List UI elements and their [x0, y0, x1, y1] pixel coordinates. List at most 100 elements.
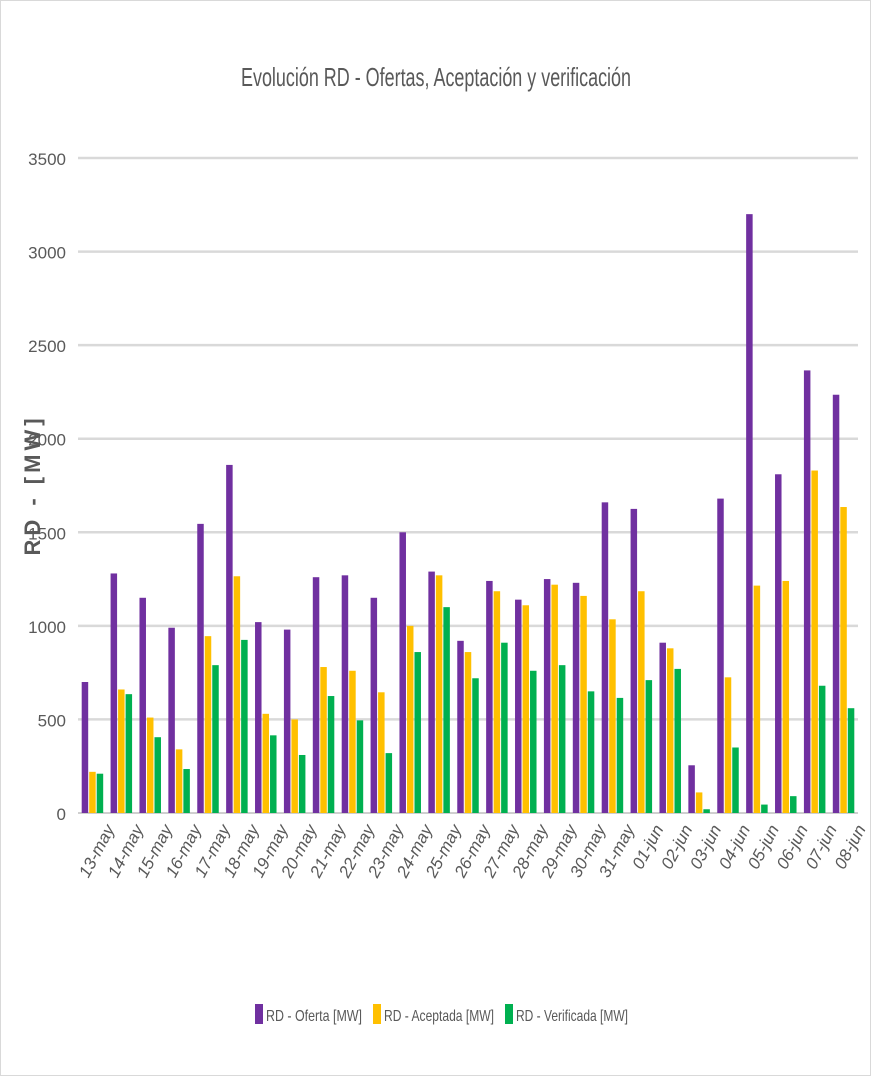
- bar: [522, 605, 530, 813]
- bar: [435, 575, 443, 813]
- bar: [118, 689, 125, 813]
- bar: [312, 577, 320, 813]
- bar: [291, 719, 298, 813]
- bar: [154, 737, 161, 813]
- bar: [847, 708, 855, 813]
- bar: [175, 749, 183, 813]
- y-tick-label: 500: [38, 711, 66, 730]
- bar: [732, 747, 739, 813]
- bar: [616, 697, 624, 813]
- bar: [638, 591, 645, 813]
- bar: [580, 595, 587, 813]
- bar: [609, 619, 616, 813]
- y-axis-label: RD - [MW]: [20, 414, 45, 555]
- chart-title: Evolución RD - Ofertas, Aceptación y ver…: [241, 62, 631, 92]
- legend-swatch: [373, 1004, 381, 1024]
- bar: [645, 680, 653, 813]
- bar: [168, 627, 175, 813]
- bar: [818, 685, 826, 813]
- bar: [327, 696, 335, 813]
- y-tick-label: 3500: [28, 150, 66, 169]
- bar: [746, 214, 753, 814]
- bar: [832, 394, 840, 813]
- bar: [572, 582, 580, 813]
- bar: [703, 809, 710, 813]
- bar: [601, 502, 609, 813]
- bar: [146, 717, 154, 813]
- bar: [464, 652, 472, 813]
- bar: [283, 629, 291, 813]
- y-tick-label: 2500: [28, 337, 66, 356]
- bar: [414, 652, 421, 813]
- bar: [125, 694, 133, 813]
- bar: [543, 579, 551, 813]
- bar: [204, 636, 212, 813]
- legend-label: RD - Oferta [MW]: [266, 1008, 362, 1025]
- bar: [378, 692, 385, 813]
- bar: [486, 580, 493, 813]
- bar: [197, 523, 204, 813]
- bar: [659, 642, 666, 813]
- bar: [782, 580, 790, 813]
- bar: [761, 804, 768, 813]
- bar: [558, 665, 566, 813]
- bar: [688, 765, 695, 813]
- bar: [320, 667, 327, 813]
- legend-label: RD - Aceptada [MW]: [384, 1008, 494, 1025]
- bar: [443, 607, 450, 813]
- bar: [472, 678, 479, 813]
- bar: [399, 532, 406, 813]
- bar: [349, 670, 356, 813]
- bar: [674, 668, 681, 813]
- bar: [233, 576, 241, 813]
- bar: [226, 464, 233, 813]
- y-tick-label: 1000: [28, 618, 66, 637]
- bar: [775, 474, 782, 813]
- bar: [666, 648, 674, 813]
- bar: [587, 691, 595, 813]
- bar: [457, 640, 464, 813]
- bar: [630, 508, 638, 813]
- bar: [717, 498, 724, 813]
- bar: [530, 670, 537, 813]
- legend-swatch: [255, 1004, 263, 1024]
- bar: [96, 773, 104, 813]
- bar: [724, 677, 732, 813]
- legend: RD - Oferta [MW] RD - Aceptada [MW] RD - V…: [255, 1004, 628, 1025]
- bar: [811, 470, 818, 813]
- bar: [385, 753, 393, 813]
- bar: [81, 682, 89, 813]
- bar: [139, 597, 146, 813]
- y-tick-label: 0: [57, 805, 66, 824]
- bar: [356, 720, 364, 813]
- bar: [183, 769, 190, 813]
- bars: [81, 214, 855, 814]
- legend-swatch: [505, 1004, 513, 1024]
- bar: [89, 771, 96, 813]
- bar: [515, 599, 522, 813]
- bar: [298, 754, 306, 813]
- bar: [695, 792, 703, 813]
- legend-label: RD - Verificada [MW]: [516, 1008, 628, 1025]
- bar: [790, 796, 797, 813]
- bar: [753, 585, 761, 813]
- bar: [501, 642, 508, 813]
- y-tick-label: 3000: [28, 244, 66, 263]
- x-tick-labels: 13-may14-may15-may16-may17-may18-may19-m…: [75, 820, 870, 881]
- bar: [262, 713, 270, 813]
- bar: [110, 573, 118, 813]
- bar: [803, 370, 811, 813]
- bar: [493, 591, 501, 813]
- y-tick-label: 1500: [28, 524, 66, 543]
- y-tick-label: 2000: [28, 431, 66, 450]
- y-tick-labels: 0 500 1000 1500 2000 2500 3000 3500: [28, 150, 66, 824]
- bar: [406, 625, 414, 813]
- bar: [241, 639, 248, 813]
- bar: [840, 507, 847, 813]
- bar: [370, 597, 378, 813]
- bar: [212, 665, 219, 813]
- bar: [270, 735, 277, 813]
- bar: [551, 584, 558, 813]
